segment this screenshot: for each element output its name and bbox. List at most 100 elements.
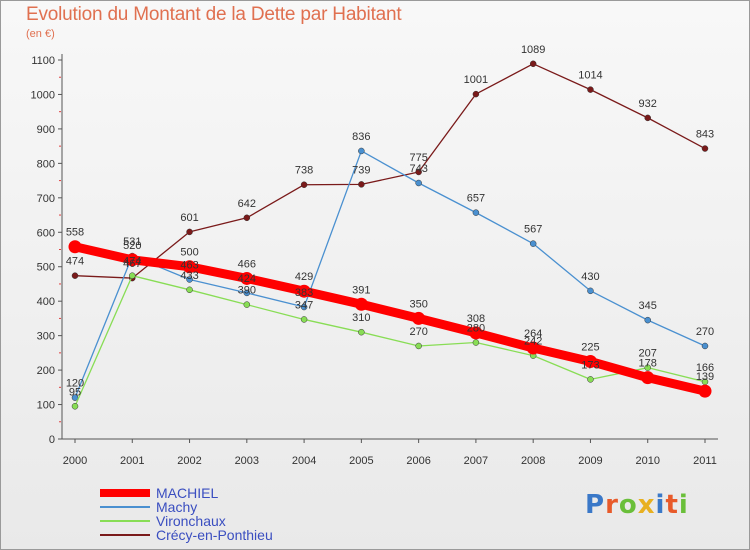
data-label: 166 — [696, 362, 714, 374]
data-label: 207 — [639, 348, 657, 360]
data-point — [358, 147, 365, 155]
data-label: 463 — [180, 259, 198, 271]
data-label: 383 — [295, 287, 313, 299]
data-label: 347 — [295, 299, 313, 311]
data-label: 139 — [696, 371, 714, 383]
series-line-machy — [74, 150, 706, 399]
x-tick-label: 2011 — [693, 455, 717, 467]
data-point — [300, 303, 308, 311]
data-point — [641, 371, 655, 385]
data-label: 1014 — [578, 70, 602, 82]
data-point — [243, 301, 251, 308]
data-point — [415, 342, 422, 350]
data-point — [243, 214, 251, 222]
data-label: 308 — [467, 313, 485, 325]
data-label: 500 — [180, 247, 198, 259]
data-label: 743 — [409, 163, 427, 175]
y-tick-label: 1100 — [31, 55, 55, 67]
data-label: 932 — [639, 98, 657, 110]
data-point — [644, 114, 651, 122]
data-label: 433 — [180, 270, 198, 282]
data-label: 270 — [409, 326, 427, 338]
data-label: 474 — [66, 256, 84, 268]
chart-unit: (en €) — [26, 28, 55, 40]
y-tick-label: 700 — [37, 193, 55, 205]
data-label: 270 — [696, 326, 714, 338]
y-tick-label: 500 — [37, 262, 55, 274]
data-point — [129, 272, 136, 279]
data-point — [472, 90, 480, 98]
data-label: 466 — [238, 258, 256, 270]
data-label: 467 — [123, 258, 141, 270]
data-label: 775 — [409, 152, 427, 164]
logo-letter: r — [605, 490, 619, 520]
data-label: 173 — [581, 359, 599, 371]
data-label: 178 — [639, 358, 657, 370]
x-tick-label: 2007 — [464, 455, 488, 467]
data-point — [587, 376, 594, 383]
logo-letter: P — [585, 490, 606, 520]
data-point — [354, 297, 368, 311]
data-point — [183, 260, 197, 274]
data-point — [358, 181, 365, 188]
data-point — [587, 287, 594, 295]
data-label: 843 — [696, 129, 714, 141]
y-tick-label: 900 — [37, 124, 55, 136]
data-label: 120 — [66, 378, 84, 390]
x-tick-label: 2008 — [521, 455, 545, 467]
data-label: 95 — [69, 386, 81, 398]
data-point — [529, 240, 537, 247]
x-tick-label: 2009 — [578, 455, 602, 467]
data-point — [644, 364, 651, 371]
data-label: 474 — [123, 256, 141, 268]
data-point — [412, 311, 426, 325]
data-point — [186, 276, 193, 283]
legend-swatch-crecy — [100, 534, 150, 536]
data-point — [583, 354, 597, 368]
data-point — [186, 228, 193, 236]
data-point — [415, 179, 422, 187]
data-label: 350 — [409, 298, 427, 310]
data-label: 345 — [639, 300, 657, 312]
data-label: 310 — [352, 312, 370, 324]
series-line-machiel — [70, 242, 710, 396]
data-label: 601 — [180, 212, 198, 224]
data-label: 390 — [238, 285, 256, 297]
legend-label-crecy: Crécy-en-Ponthieu — [156, 527, 273, 543]
logo-letter: o — [618, 490, 638, 520]
y-tick-label: 100 — [37, 400, 55, 412]
x-tick-label: 2006 — [406, 455, 430, 467]
logo-letter: x — [637, 490, 656, 520]
data-point — [71, 403, 79, 410]
data-label: 1089 — [521, 44, 545, 56]
legend-swatch-machiel — [100, 489, 150, 497]
data-point — [701, 145, 709, 152]
proxiti-logo: Proxiti — [585, 490, 689, 520]
data-point — [125, 253, 139, 267]
data-label: 836 — [352, 131, 370, 143]
data-label: 657 — [467, 193, 485, 205]
data-point — [300, 181, 308, 188]
y-tick-label: 400 — [37, 296, 55, 308]
data-point — [472, 339, 480, 346]
data-point — [698, 384, 712, 398]
data-label: 738 — [295, 165, 313, 177]
x-tick-label: 2004 — [292, 455, 316, 467]
x-tick-label: 2003 — [235, 455, 259, 467]
data-label: 520 — [123, 240, 141, 252]
data-label: 430 — [581, 271, 599, 283]
data-label: 531 — [123, 236, 141, 248]
data-point — [300, 316, 308, 323]
data-label: 391 — [352, 284, 370, 296]
x-tick-label: 2001 — [120, 455, 144, 467]
legend-label-machy: Machy — [156, 499, 198, 515]
data-label: 264 — [524, 328, 542, 340]
y-tick-label: 300 — [37, 331, 55, 343]
legend-label-machiel: MACHIEL — [156, 485, 219, 501]
logo-letter: t — [665, 490, 679, 520]
series-line-crécy-en-ponthieu — [74, 63, 706, 279]
x-tick-label: 2000 — [63, 455, 87, 467]
data-label: 642 — [238, 198, 256, 210]
data-label: 1001 — [464, 74, 488, 86]
legend-label-vironchaux: Vironchaux — [156, 513, 226, 529]
